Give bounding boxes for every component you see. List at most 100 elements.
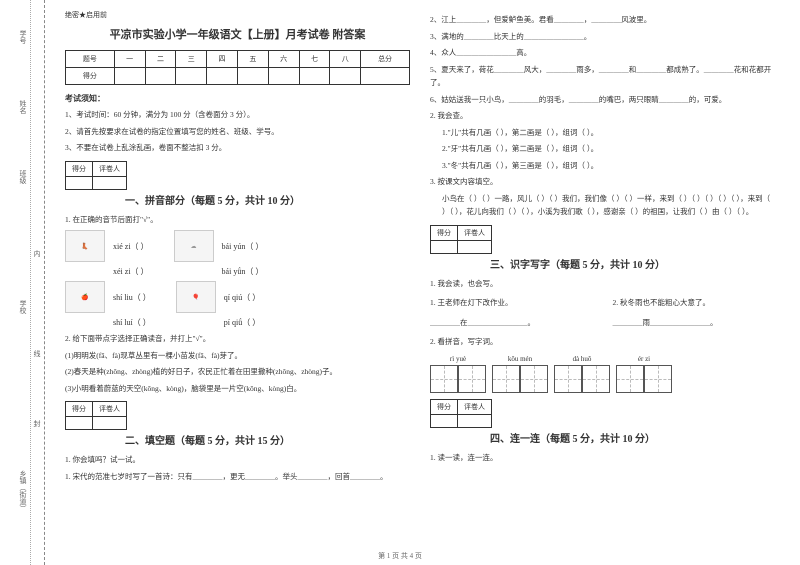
margin-label-school: 学校 [18, 300, 28, 314]
pinyin-row: shí luí（ ） pí qiǘ（ ） [65, 317, 410, 328]
r-l2: 2、江上＿＿＿＿，但爱鲈鱼美。君看＿＿＿＿，＿＿＿＿风波里。 [430, 13, 775, 27]
sb-c1: 得分 [66, 161, 93, 176]
margin-cut-in: 内 [32, 250, 42, 257]
th: 六 [268, 51, 299, 68]
s3-b2: ＿＿＿＿雨＿＿＿＿＿＿＿＿。 [613, 316, 776, 330]
column-left: 绝密★启用前 平凉市实验小学一年级语文【上册】月考试卷 附答案 题号 一 二 三… [55, 10, 420, 560]
cell [176, 68, 207, 85]
th: 八 [330, 51, 361, 68]
r-l6: 6、姑姑送我一只小鸟，＿＿＿＿的羽毛，＿＿＿＿的嘴巴，两只眼睛＿＿＿＿的，可爱。 [430, 93, 775, 107]
r-l4: 4、众人＿＿＿＿＿＿＿＿高。 [430, 46, 775, 60]
instruction-2: 2、请首先按要求在试卷的指定位置填写您的姓名、班级、学号。 [65, 125, 410, 139]
pomegranate-icon: 🍎 [65, 281, 105, 313]
sb-c2: 评卷人 [93, 161, 127, 176]
cell [361, 68, 410, 85]
char-group: rì yuè [430, 355, 486, 393]
sb-blank [66, 417, 93, 430]
cell [114, 68, 145, 85]
instruction-1: 1、考试时间：60 分钟，满分为 100 分（含卷面分 3 分）。 [65, 108, 410, 122]
column-right: 2、江上＿＿＿＿，但爱鲈鱼美。君看＿＿＿＿，＿＿＿＿风波里。 3、满地的＿＿＿＿… [420, 10, 785, 560]
sb-c2: 评卷人 [93, 402, 127, 417]
section-2-title: 二、填空题（每题 5 分，共计 15 分） [125, 432, 410, 447]
s4-q1: 1. 读一读，连一连。 [430, 451, 775, 465]
char-label: kǒu mén [508, 355, 532, 363]
pinyin-row: 🍎 shí liu（ ） 🎈 qí qiú（ ） [65, 281, 410, 313]
r-q3-text: 小鸟在（ ）（ ）一路，风儿（ ）（ ）我们，我们像（ ）（ ）一样，来到（ ）… [430, 192, 775, 219]
char-group: dà huǒ [554, 355, 610, 393]
th: 题号 [66, 51, 115, 68]
margin-label-id: 学号 [18, 30, 28, 44]
cell [299, 68, 330, 85]
pinyin-opt: xéi zi（ ） [113, 266, 149, 277]
exam-title: 平凉市实验小学一年级语文【上册】月考试卷 附答案 [65, 26, 410, 42]
th: 五 [237, 51, 268, 68]
pinyin-row: 👢 xié zi（ ） ☁ bái yún（ ） [65, 230, 410, 262]
char-box [458, 365, 486, 393]
char-group: kǒu mén [492, 355, 548, 393]
s3-q1: 1. 我会读，也会写。 [430, 277, 775, 291]
instruction-3: 3、不要在试卷上乱涂乱画，卷面不整洁扣 3 分。 [65, 141, 410, 155]
pinyin-opt: pí qiǘ（ ） [224, 317, 260, 328]
page-content: 绝密★启用前 平凉市实验小学一年级语文【上册】月考试卷 附答案 题号 一 二 三… [45, 0, 800, 565]
r-l3: 3、满地的＿＿＿＿比天上的＿＿＿＿＿＿＿＿。 [430, 30, 775, 44]
char-box [520, 365, 548, 393]
char-box [582, 365, 610, 393]
sb-c1: 得分 [66, 402, 93, 417]
s3-l2: 2. 秋冬雨也不能粗心大意了。 [613, 296, 776, 310]
char-box [644, 365, 672, 393]
cell [145, 68, 176, 85]
margin-label-class: 班级 [18, 170, 28, 184]
fill-l1: 1. 宋代的范准七岁时写了一首诗：只有＿＿＿＿，更无＿＿＿＿。举头＿＿＿＿，回首… [65, 470, 410, 484]
score-box-1: 得分评卷人 [65, 161, 127, 190]
pinyin-opt: shí luí（ ） [113, 317, 151, 328]
page-footer: 第 1 页 共 4 页 [0, 551, 800, 561]
sb-blank [431, 414, 458, 427]
th: 七 [299, 51, 330, 68]
score-box-4: 得分评卷人 [430, 399, 492, 428]
cell [207, 68, 238, 85]
sb-blank [66, 176, 93, 189]
pinyin-opt: bái yún（ ） [222, 241, 264, 252]
cell [237, 68, 268, 85]
pinyin-opt: qí qiú（ ） [224, 292, 260, 303]
cell [268, 68, 299, 85]
sb-blank [458, 240, 492, 253]
r-q2: 2. 我会查。 [430, 109, 775, 123]
section-3-title: 三、识字写字（每题 5 分，共计 10 分） [490, 256, 775, 271]
char-group: ér zi [616, 355, 672, 393]
table-row: 得分 [66, 68, 410, 85]
pinyin-opt: shí liu（ ） [113, 292, 151, 303]
q2-l3: (3)小明看着蔚蓝的天空(kōng、kòng)，脑袋里是一片空(kōng、kòn… [65, 382, 410, 396]
score-table: 题号 一 二 三 四 五 六 七 八 总分 得分 [65, 50, 410, 85]
sb-blank [93, 417, 127, 430]
q2-intro: 2. 给下面带点字选择正确读音，并打上"√"。 [65, 332, 410, 346]
cell [330, 68, 361, 85]
char-box [430, 365, 458, 393]
char-grid: rì yuè kǒu mén dà huǒ ér zi [430, 355, 775, 393]
sb-c1: 得分 [431, 225, 458, 240]
balloon-icon: 🎈 [176, 281, 216, 313]
s3-b1: ＿＿＿＿在＿＿＿＿＿＿＿＿。 [430, 316, 593, 330]
s3-l1: 1. 王老师在灯下改作业。 [430, 296, 593, 310]
r-q2-1: 1."儿"共有几画（ ），第二画是（ ），组词（ ）。 [430, 126, 775, 140]
cloud-icon: ☁ [174, 230, 214, 262]
char-box [616, 365, 644, 393]
sb-blank [93, 176, 127, 189]
sb-blank [431, 240, 458, 253]
char-box [492, 365, 520, 393]
confidential-label: 绝密★启用前 [65, 10, 410, 20]
section-1-title: 一、拼音部分（每题 5 分，共计 10 分） [125, 192, 410, 207]
r-q2-2: 2."牙"共有几画（ ），第二画是（ ），组词（ ）。 [430, 142, 775, 156]
s3-q2: 2. 看拼音，写字词。 [430, 335, 775, 349]
th: 四 [207, 51, 238, 68]
char-label: rì yuè [450, 355, 466, 363]
pinyin-row: xéi zi（ ） bái yǘn（ ） [65, 266, 410, 277]
row-label: 得分 [66, 68, 115, 85]
char-label: ér zi [638, 355, 650, 363]
score-box-3: 得分评卷人 [430, 225, 492, 254]
section-4-title: 四、连一连（每题 5 分，共计 10 分） [490, 430, 775, 445]
pinyin-opt: xié zi（ ） [113, 241, 149, 252]
margin-label-town: 乡镇（街道） [18, 470, 28, 512]
r-q2-3: 3."冬"共有几画（ ），第三画是（ ），组词（ ）。 [430, 159, 775, 173]
pinyin-opt: bái yǘn（ ） [222, 266, 264, 277]
